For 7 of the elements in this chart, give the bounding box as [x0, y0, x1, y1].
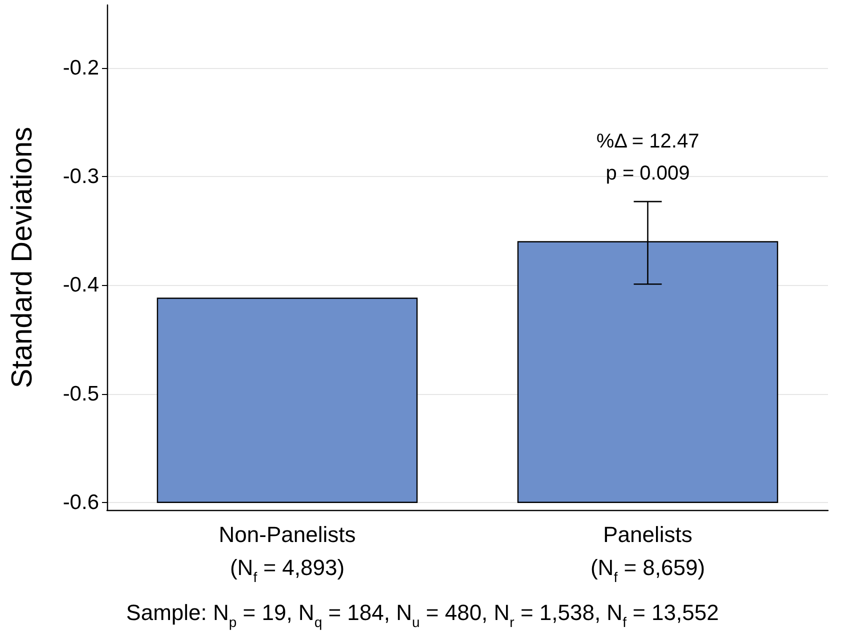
y-tick-label: -0.5 — [62, 382, 99, 406]
y-tick-label: -0.4 — [62, 274, 100, 297]
y-tick-label: -0.6 — [62, 490, 99, 514]
y-tick-label: -0.3 — [62, 165, 99, 188]
y-tick-label: -0.2 — [62, 56, 99, 80]
y-axis-title: Standard Deviations — [6, 126, 38, 388]
annotation: %Δ = 12.47 p = 0.009 — [596, 130, 700, 185]
